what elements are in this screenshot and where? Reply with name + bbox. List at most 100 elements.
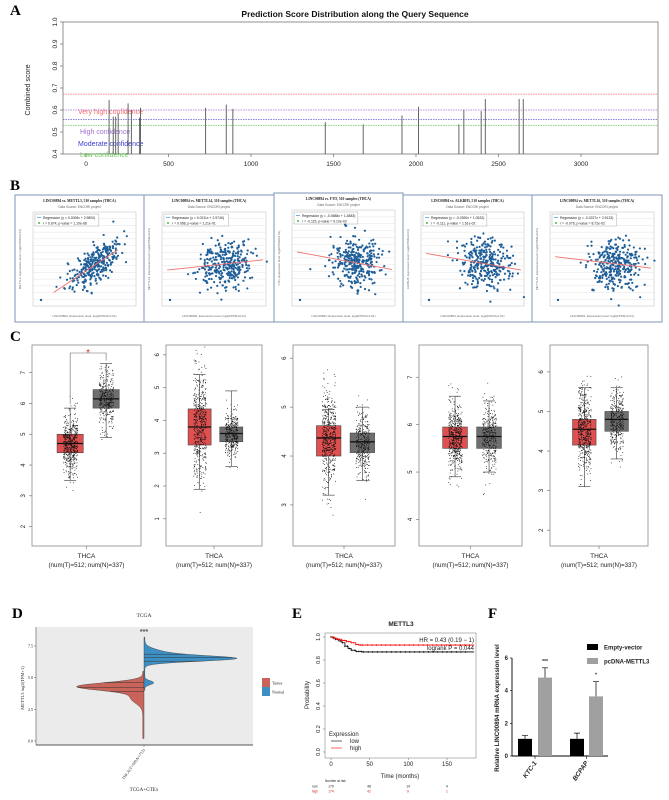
scatter-point	[341, 270, 344, 273]
scatter-point	[198, 291, 202, 294]
jitter-point	[328, 426, 330, 428]
jitter-point	[455, 439, 457, 441]
jitter-point	[335, 438, 336, 440]
jitter-point	[230, 446, 232, 448]
regression-line	[53, 249, 119, 293]
jitter-point	[235, 448, 236, 450]
jitter-point	[195, 404, 197, 406]
jitter-point	[461, 442, 463, 444]
scatter-point	[89, 258, 92, 262]
jitter-point	[109, 394, 111, 396]
jitter-point	[452, 442, 454, 444]
scatter-point	[487, 283, 491, 287]
jitter-point	[367, 475, 369, 477]
scatter-point	[71, 269, 74, 272]
scatter-point	[373, 271, 376, 274]
jitter-point	[193, 405, 195, 407]
jitter-point	[333, 406, 335, 407]
jitter-point	[199, 402, 201, 404]
scatter-point	[228, 277, 231, 280]
jitter-point	[326, 462, 327, 464]
jitter-point	[333, 465, 334, 467]
x-axis-label: LINC00894, Expression level: log2(FPKM+0…	[312, 314, 376, 318]
jitter-point	[365, 426, 367, 428]
jitter-point	[460, 446, 462, 447]
jitter-point	[458, 448, 460, 450]
jitter-point	[196, 434, 198, 436]
jitter-point	[197, 398, 198, 400]
scatter-point	[219, 258, 223, 261]
jitter-point	[71, 440, 72, 442]
scatter-point	[328, 254, 331, 257]
jitter-point	[201, 391, 203, 393]
scatter-point	[497, 248, 500, 251]
scatter-point	[89, 256, 92, 259]
scatter-point	[100, 251, 103, 255]
jitter-point	[106, 403, 108, 405]
jitter-point	[65, 430, 67, 431]
jitter-point	[364, 466, 365, 468]
jitter-point	[490, 416, 492, 418]
jitter-point	[232, 421, 234, 422]
jitter-point	[200, 440, 201, 442]
scatter-point	[483, 265, 486, 268]
jitter-point	[199, 450, 201, 452]
jitter-point	[322, 486, 324, 488]
jitter-point	[323, 406, 325, 408]
jitter-point	[72, 424, 74, 425]
jitter-point	[73, 404, 75, 406]
jitter-point	[73, 442, 75, 444]
jitter-point	[451, 428, 453, 430]
scatter-point	[615, 272, 619, 275]
jitter-point	[111, 383, 113, 385]
jitter-point	[105, 402, 107, 403]
jitter-point	[71, 444, 73, 446]
jitter-point	[105, 410, 107, 412]
jitter-point	[103, 431, 105, 433]
jitter-point	[101, 402, 103, 404]
jitter-point	[458, 431, 460, 433]
scatter-point	[99, 278, 102, 281]
jitter-point	[201, 432, 203, 434]
panel-label-d: D	[12, 606, 23, 622]
jitter-point	[456, 453, 457, 455]
jitter-point	[358, 423, 360, 425]
jitter-point	[106, 410, 107, 412]
scatter-point	[356, 279, 359, 282]
scatter-point	[484, 264, 487, 267]
jitter-point	[69, 436, 70, 438]
jitter-point	[100, 388, 102, 390]
jitter-point	[461, 428, 463, 430]
jitter-point	[65, 454, 67, 456]
jitter-point	[367, 451, 369, 453]
scatter-point	[168, 298, 172, 302]
jitter-point	[201, 425, 202, 427]
scatter-point	[646, 256, 649, 259]
jitter-point	[323, 378, 324, 380]
jitter-point	[225, 425, 227, 426]
y-tick-label: 1.0	[52, 17, 59, 26]
scatter-point	[232, 250, 235, 253]
jitter-point	[325, 458, 327, 460]
scatter-point	[489, 285, 493, 288]
scatter-point	[595, 270, 599, 274]
jitter-point	[68, 428, 70, 430]
jitter-point	[452, 437, 454, 439]
jitter-point	[335, 407, 337, 408]
jitter-point	[109, 405, 111, 406]
jitter-point	[329, 433, 331, 434]
scatter-point	[218, 272, 221, 275]
scatter-point	[236, 255, 239, 258]
jitter-point	[201, 387, 203, 388]
scatter-point	[491, 274, 494, 277]
jitter-point	[111, 401, 113, 403]
jitter-point	[198, 398, 200, 400]
jitter-point	[110, 391, 112, 393]
jitter-point	[198, 392, 200, 394]
scatter-point	[375, 260, 378, 264]
jitter-point	[199, 433, 201, 434]
jitter-point	[205, 447, 207, 449]
scatter-point	[464, 281, 467, 284]
jitter-point	[194, 431, 196, 432]
jitter-point	[456, 442, 458, 443]
